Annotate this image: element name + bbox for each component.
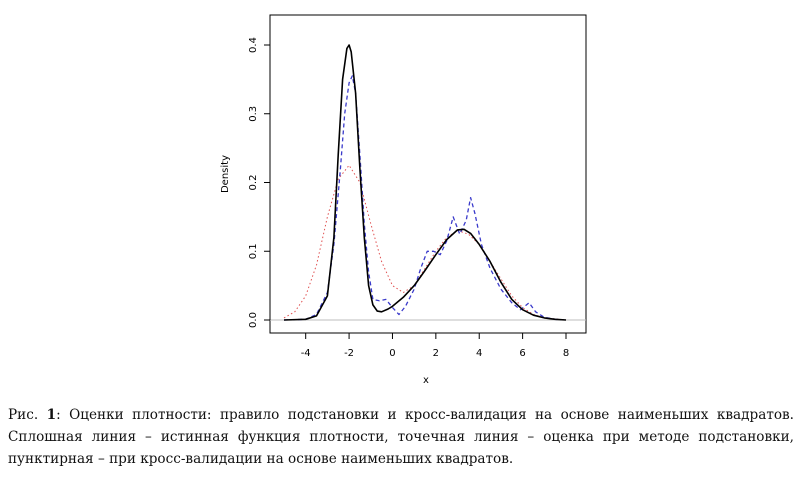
x-tick-label: -2 xyxy=(344,348,354,359)
density-chart: -4 -2 0 2 4 6 8 0.0 0.1 0.2 0.3 0.4 x Density xyxy=(0,0,800,395)
x-tick-label: 6 xyxy=(519,348,525,359)
x-tick-label: 0 xyxy=(389,348,395,359)
x-axis: -4 -2 0 2 4 6 8 xyxy=(301,333,569,359)
y-axis: 0.0 0.1 0.2 0.3 0.4 xyxy=(248,37,270,328)
x-tick-label: 4 xyxy=(476,348,482,359)
y-tick-label: 0.1 xyxy=(248,243,259,259)
caption-text: : Оценки плотности: правило подстановки … xyxy=(8,407,794,467)
x-tick-label: 8 xyxy=(563,348,569,359)
x-axis-title: x xyxy=(423,375,429,386)
x-tick-label: 2 xyxy=(433,348,439,359)
series-line-dashed xyxy=(284,76,566,320)
plot-frame xyxy=(270,15,586,333)
caption-figure-number: 1 xyxy=(47,407,56,423)
y-tick-label: 0.0 xyxy=(248,312,259,328)
series-layer xyxy=(284,45,566,320)
y-tick-label: 0.2 xyxy=(248,175,259,191)
caption-prefix: Рис. xyxy=(8,407,38,423)
y-tick-label: 0.3 xyxy=(248,106,259,122)
series-line-solid xyxy=(284,45,566,320)
x-tick-label: -4 xyxy=(301,348,311,359)
y-tick-label: 0.4 xyxy=(248,37,259,53)
figure-caption: Рис. 1: Оценки плотности: правило подста… xyxy=(8,404,794,470)
y-axis-title: Density xyxy=(220,155,231,193)
